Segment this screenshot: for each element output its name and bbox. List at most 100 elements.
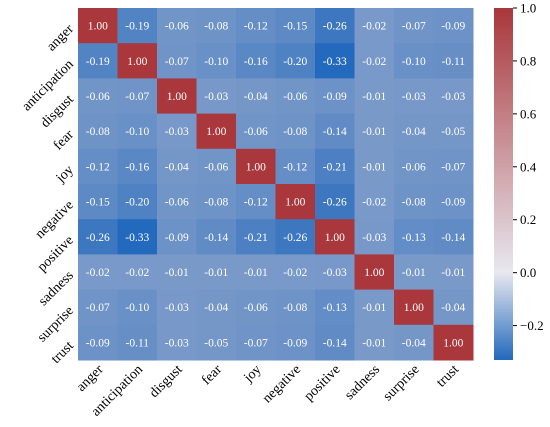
cell-value-label: 1.00 xyxy=(206,126,226,138)
heatmap-cell xyxy=(354,78,395,115)
heatmap-cell xyxy=(117,324,158,361)
cell-value-label: -0.03 xyxy=(204,91,228,103)
heatmap-cell xyxy=(354,324,395,361)
heatmap-cell xyxy=(157,113,197,150)
cell-value-label: -0.08 xyxy=(283,126,307,138)
cell-value-label: -0.15 xyxy=(283,21,307,33)
cell-value-label: -0.07 xyxy=(86,302,110,314)
heatmap-cell xyxy=(157,184,197,220)
heatmap-cell xyxy=(157,289,197,326)
cell-value-label: 1.00 xyxy=(404,302,424,314)
cell-value-label: -0.05 xyxy=(441,126,465,138)
cell-value-label: -0.06 xyxy=(283,91,307,103)
heatmap-cell xyxy=(157,43,197,79)
x-tick-label: sadness xyxy=(342,362,383,403)
cell-value-label: -0.01 xyxy=(244,267,268,279)
y-tick-label: negative xyxy=(33,198,77,242)
cell-value-label: -0.07 xyxy=(244,337,268,349)
heatmap-cell xyxy=(196,78,237,115)
heatmap-cell xyxy=(354,43,395,79)
cell-value-label: -0.14 xyxy=(323,337,347,349)
heatmap-cell xyxy=(78,324,118,361)
cell-value-label: -0.09 xyxy=(86,337,110,349)
cell-value-label: -0.07 xyxy=(441,161,465,173)
heatmap-cell xyxy=(354,254,395,291)
heatmap-cell xyxy=(157,324,197,361)
cell-value-label: -0.08 xyxy=(283,302,307,314)
y-tick-label: sadness xyxy=(36,268,77,309)
heatmap-cell xyxy=(275,324,316,361)
heatmap-cell xyxy=(196,289,237,326)
y-tick-label: anger xyxy=(44,22,77,55)
heatmap-cell xyxy=(394,8,434,44)
heatmap-cell xyxy=(433,219,474,255)
x-tick-label: trust xyxy=(434,362,462,390)
cell-value-label: -0.10 xyxy=(204,56,228,68)
cell-value-label: -0.07 xyxy=(402,21,426,33)
cell-value-label: -0.04 xyxy=(204,302,228,314)
heatmap-cell xyxy=(78,113,118,150)
cell-value-label: -0.07 xyxy=(125,91,149,103)
heatmap-cell xyxy=(354,8,395,44)
cell-value-label: -0.10 xyxy=(125,126,149,138)
cell-value-label: -0.03 xyxy=(323,267,347,279)
cell-value-label: -0.11 xyxy=(441,56,465,68)
cell-value-label: -0.02 xyxy=(362,21,386,33)
heatmap-cell xyxy=(236,289,276,326)
heatmap-cell xyxy=(394,78,434,115)
heatmap-cell xyxy=(78,148,118,185)
x-tick-label: surprise xyxy=(381,362,423,404)
cell-value-label: -0.09 xyxy=(323,91,347,103)
heatmap-cell xyxy=(433,184,474,220)
heatmap-cell xyxy=(394,43,434,79)
cell-value-label: -0.03 xyxy=(165,126,189,138)
cell-value-label: -0.01 xyxy=(362,161,386,173)
x-tick-label: anger xyxy=(74,362,107,395)
colorbar-tick-label: 0.2 xyxy=(520,212,536,227)
heatmap-cell xyxy=(315,184,355,220)
cell-value-label: -0.33 xyxy=(323,56,347,68)
heatmap-cell xyxy=(78,78,118,115)
cell-value-label: -0.06 xyxy=(402,161,426,173)
cell-value-label: -0.02 xyxy=(283,267,307,279)
heatmap-cell xyxy=(433,78,474,115)
heatmap-cell xyxy=(315,8,355,44)
x-tick-label: fear xyxy=(199,362,225,388)
heatmap-cell xyxy=(236,184,276,220)
heatmap-cell xyxy=(78,184,118,220)
cell-value-label: -0.01 xyxy=(402,267,426,279)
x-tick-label: joy xyxy=(241,362,265,386)
y-tick-label: joy xyxy=(53,163,77,187)
cell-value-label: -0.02 xyxy=(362,56,386,68)
cell-value-label: -0.14 xyxy=(441,232,465,244)
cell-value-label: -0.10 xyxy=(402,56,426,68)
cell-value-label: -0.04 xyxy=(402,126,426,138)
colorbar-tick-label: 0.4 xyxy=(520,159,537,174)
cell-value-label: -0.19 xyxy=(125,21,149,33)
heatmap-cell xyxy=(236,113,276,150)
cell-value-label: -0.14 xyxy=(204,232,228,244)
cell-value-label: 1.00 xyxy=(285,197,305,209)
heatmap-cell xyxy=(236,78,276,115)
heatmap-cell xyxy=(275,219,316,255)
cell-value-label: -0.02 xyxy=(362,197,386,209)
heatmap-cell xyxy=(236,148,276,185)
colorbar-tick-label: −0.2 xyxy=(520,318,544,333)
cell-value-label: -0.06 xyxy=(204,161,228,173)
colorbar-ticks: 1.0 0.8 0.6 0.4 0.2 0.0 −0.2 xyxy=(513,1,544,333)
heatmap-cell xyxy=(196,43,237,79)
cell-value-label: -0.21 xyxy=(323,161,347,173)
heatmap-cell xyxy=(117,148,158,185)
heatmap-cell xyxy=(433,324,474,361)
cell-value-label: -0.01 xyxy=(362,126,386,138)
cell-value-label: -0.26 xyxy=(323,197,347,209)
colorbar-tick-label: 0.8 xyxy=(520,53,536,68)
cell-value-label: -0.01 xyxy=(362,337,386,349)
cell-value-label: -0.16 xyxy=(125,161,149,173)
cell-value-label: -0.04 xyxy=(244,91,268,103)
cell-value-label: -0.03 xyxy=(165,337,189,349)
cell-value-label: -0.26 xyxy=(283,232,307,244)
cell-value-label: -0.13 xyxy=(402,232,426,244)
y-tick-label: surprise xyxy=(35,303,77,345)
